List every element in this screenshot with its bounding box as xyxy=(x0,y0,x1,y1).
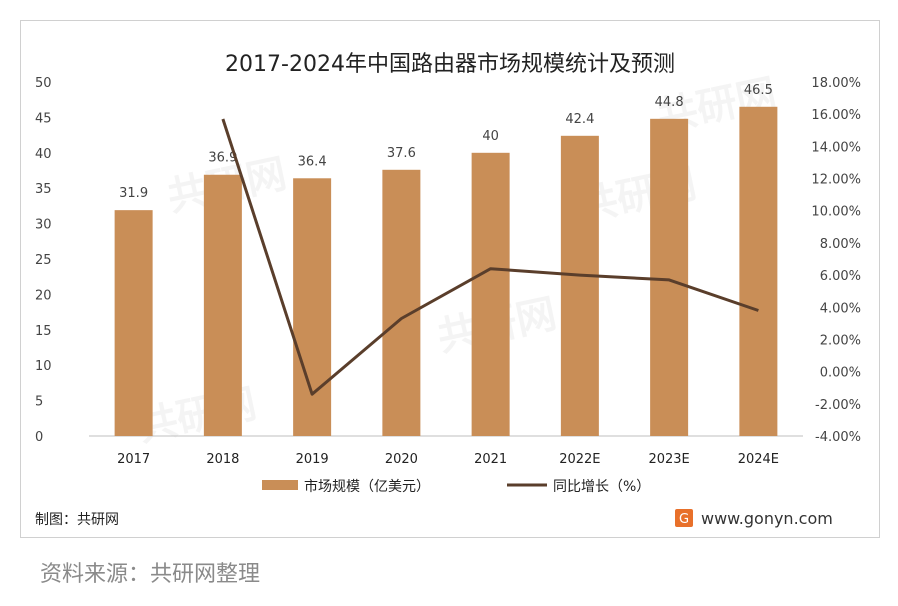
bar xyxy=(471,152,510,437)
bar-value-label: 42.4 xyxy=(565,112,594,127)
logo-square xyxy=(675,509,693,527)
x-tick-label: 2024E xyxy=(738,452,779,467)
bar-value-label: 31.9 xyxy=(119,186,148,201)
left-tick-label: 20 xyxy=(35,288,52,303)
bar-data-labels: 31.9 36.9 36.4 37.6 40 42.4 44.8 46.5 xyxy=(119,83,773,201)
right-tick-label: -2.00% xyxy=(815,398,861,413)
bar-series xyxy=(114,106,778,437)
bar-value-label: 44.8 xyxy=(655,95,684,110)
gonyn-logo-icon: G xyxy=(675,509,693,527)
right-tick-label: 6.00% xyxy=(820,269,861,284)
right-tick-label: 14.00% xyxy=(811,140,861,155)
left-tick-label: 10 xyxy=(35,359,52,374)
bar xyxy=(739,106,778,436)
x-axis: 2017 2018 2019 2020 2021 2022E 2023E 2024E xyxy=(117,452,779,467)
brand-website: www.gonyn.com xyxy=(701,509,833,528)
right-tick-label: 2.00% xyxy=(820,333,861,348)
chart-title: 2017-2024年中国路由器市场规模统计及预测 xyxy=(225,52,675,77)
left-tick-label: 45 xyxy=(35,111,52,126)
x-tick-label: 2021 xyxy=(474,452,507,467)
left-tick-label: 5 xyxy=(35,395,43,410)
x-tick-label: 2022E xyxy=(559,452,600,467)
left-tick-label: 50 xyxy=(35,76,52,91)
bar xyxy=(114,210,153,436)
chart-credit: 制图：共研网 xyxy=(35,512,119,528)
bar-value-label: 46.5 xyxy=(744,83,773,98)
left-tick-label: 15 xyxy=(35,324,52,339)
bar xyxy=(203,174,242,437)
x-tick-label: 2018 xyxy=(206,452,239,467)
bar-value-label: 36.4 xyxy=(298,154,327,169)
right-tick-label: 10.00% xyxy=(811,205,861,220)
bar xyxy=(293,178,332,436)
right-tick-label: 18.00% xyxy=(811,76,861,91)
x-tick-label: 2017 xyxy=(117,452,150,467)
right-tick-label: 4.00% xyxy=(820,301,861,316)
chart-svg: 共研网共研网共研网共研网共研网 2017-2024年中国路由器市场规模统计及预测… xyxy=(35,52,861,528)
bar-value-label: 36.9 xyxy=(208,151,237,166)
bar-value-label: 40 xyxy=(482,129,499,144)
right-tick-label: 0.00% xyxy=(820,366,861,381)
right-tick-label: 12.00% xyxy=(811,173,861,188)
growth-line xyxy=(221,118,759,396)
logo-glyph: G xyxy=(679,512,689,527)
right-tick-label: 16.00% xyxy=(811,108,861,123)
legend-label-line: 同比增长（%） xyxy=(553,479,650,495)
bar xyxy=(650,118,689,436)
left-tick-label: 0 xyxy=(35,430,43,445)
x-tick-label: 2020 xyxy=(385,452,418,467)
left-tick-label: 25 xyxy=(35,253,52,268)
legend-label-bar: 市场规模（亿美元） xyxy=(304,478,430,495)
legend-swatch-bar xyxy=(262,480,298,490)
right-axis: -4.00% -2.00% 0.00% 2.00% 4.00% 6.00% 8.00% 10.… xyxy=(811,76,861,445)
legend: 市场规模（亿美元） 同比增长（%） xyxy=(262,478,650,495)
x-tick-label: 2023E xyxy=(648,452,689,467)
chart-card: 共研网共研网共研网共研网共研网 2017-2024年中国路由器市场规模统计及预测… xyxy=(20,20,880,538)
x-tick-label: 2019 xyxy=(296,452,329,467)
left-tick-label: 40 xyxy=(35,147,52,162)
source-note: 资料来源：共研网整理 xyxy=(40,562,261,587)
bar xyxy=(560,135,599,437)
left-axis: 0 5 10 15 20 25 30 35 40 45 50 xyxy=(35,76,52,445)
left-tick-label: 35 xyxy=(35,182,52,197)
right-tick-label: 8.00% xyxy=(820,237,861,252)
bar xyxy=(382,169,421,437)
right-tick-label: -4.00% xyxy=(815,430,861,445)
bar-value-label: 37.6 xyxy=(387,146,416,161)
left-tick-label: 30 xyxy=(35,218,52,233)
